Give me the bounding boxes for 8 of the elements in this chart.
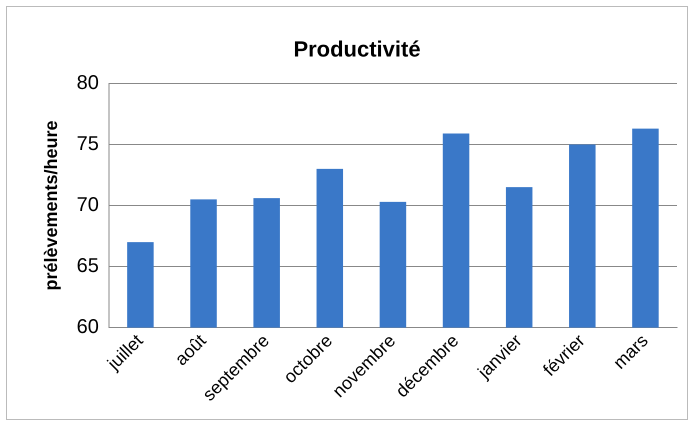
y-tick-label: 65 xyxy=(76,255,99,278)
y-axis-title: prélèvements/heure xyxy=(40,120,61,291)
x-tick-label: août xyxy=(170,330,210,370)
chart-title: Productivité xyxy=(293,36,421,62)
y-tick-label: 60 xyxy=(76,316,99,338)
y-tick-label: 75 xyxy=(76,132,99,155)
y-tick-label: 80 xyxy=(76,72,99,94)
y-tick-label: 70 xyxy=(76,194,99,216)
